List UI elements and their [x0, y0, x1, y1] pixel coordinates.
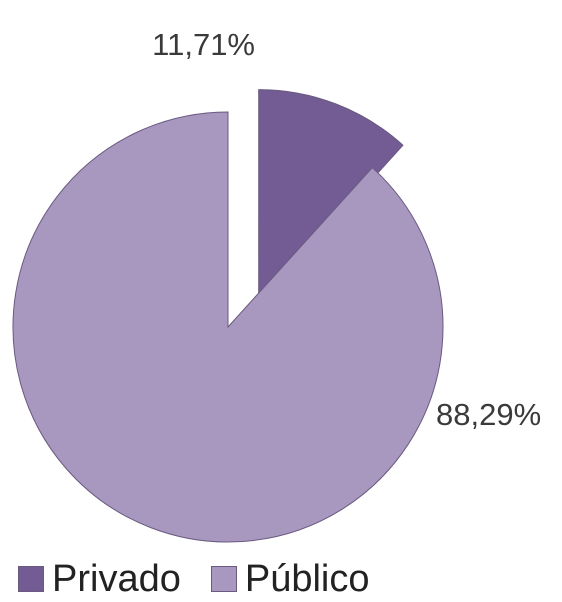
data-label-privado: 11,71%: [152, 27, 255, 62]
legend-item-privado: Privado: [18, 558, 181, 601]
legend-item-publico: Público: [210, 557, 370, 601]
data-label-pblico: 88,29%: [436, 397, 541, 432]
legend-swatch-publico: [210, 566, 237, 592]
legend-label-privado: Privado: [52, 557, 181, 600]
legend-label-publico: Público: [244, 557, 370, 600]
pie-slice-privado: [258, 89, 404, 306]
pie-slice-pblico: [12, 111, 444, 543]
legend: Privado Público: [18, 556, 399, 602]
data-labels: 11,71% 88,29%: [152, 27, 541, 432]
pie-slices: [12, 89, 444, 543]
legend-swatch-privado: [18, 566, 44, 592]
